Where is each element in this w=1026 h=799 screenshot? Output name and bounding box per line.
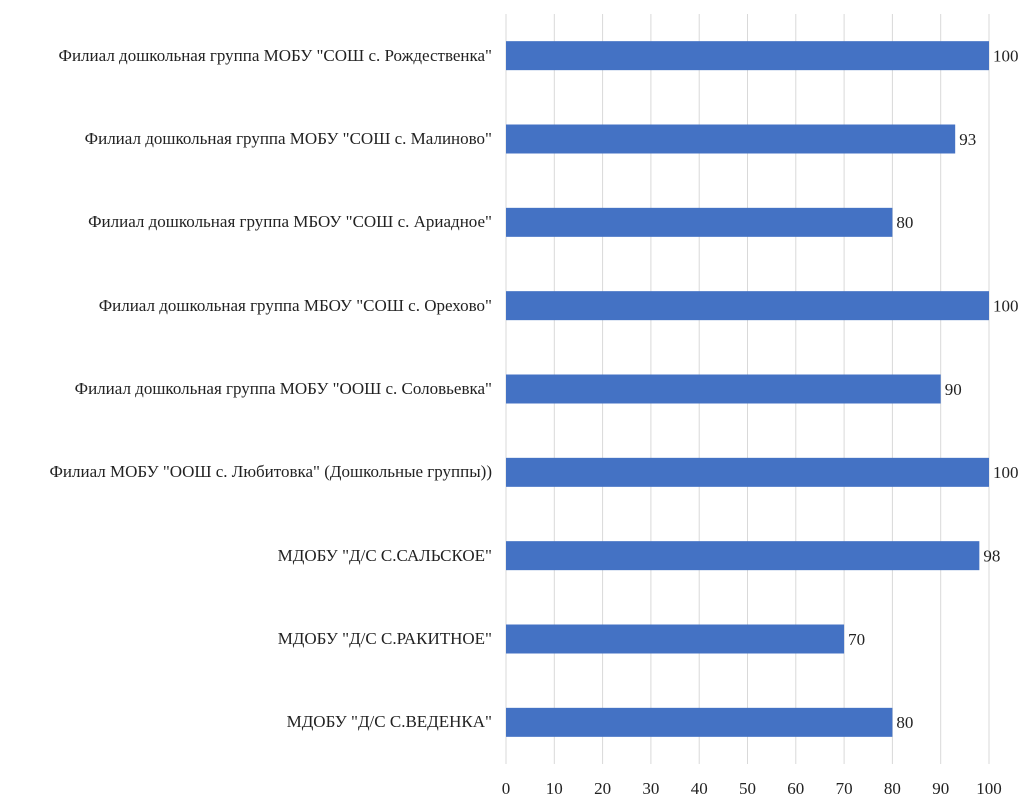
bar xyxy=(506,291,989,321)
bar xyxy=(506,707,893,737)
bar xyxy=(506,457,989,487)
y-tick-label: Филиал дошкольная группа МБОУ "СОШ с. Ар… xyxy=(88,212,492,232)
y-tick-label: Филиал дошкольная группа МОБУ "СОШ с. Ма… xyxy=(84,129,492,148)
x-tick-label: 90 xyxy=(932,779,949,798)
bar xyxy=(506,41,989,71)
x-tick-label: 80 xyxy=(884,779,901,798)
bar xyxy=(506,541,980,571)
category-label-box: Филиал МОБУ "ООШ с. Любитовка" (Дошкольн… xyxy=(0,461,492,483)
category-label-box: Филиал дошкольная группа МБОУ "СОШ с. Ор… xyxy=(0,295,492,317)
bar xyxy=(506,624,845,654)
x-tick-label: 10 xyxy=(546,779,563,798)
category-label-box: Филиал дошкольная группа МБОУ "СОШ с. Ар… xyxy=(0,211,492,233)
value-label: 100 xyxy=(993,463,1019,482)
bar xyxy=(506,374,941,404)
value-label: 100 xyxy=(993,297,1019,316)
y-tick-label: Филиал дошкольная группа МОБУ "СОШ с. Ро… xyxy=(58,45,492,65)
bar xyxy=(506,207,893,237)
x-tick-label: 60 xyxy=(787,779,804,798)
y-tick-label: Филиал дошкольная группа МБОУ "СОШ с. Ор… xyxy=(98,295,492,315)
value-label: 70 xyxy=(848,630,865,649)
y-tick-label: МДОБУ "Д/С С.САЛЬСКОЕ" xyxy=(277,545,492,565)
y-tick-label: Филиал дошкольная группа МОБУ "ООШ с. Со… xyxy=(74,379,492,398)
category-label-box: МДОБУ "Д/С С.ВЕДЕНКА" xyxy=(0,711,492,733)
category-label-box: Филиал дошкольная группа МОБУ "СОШ с. Ро… xyxy=(0,45,492,67)
y-tick-label: МДОБУ "Д/С С.РАКИТНОЕ" xyxy=(277,629,492,648)
x-tick-label: 70 xyxy=(836,779,853,798)
category-label-box: Филиал дошкольная группа МОБУ "СОШ с. Ма… xyxy=(0,128,492,150)
value-label: 80 xyxy=(896,713,913,732)
value-label: 93 xyxy=(959,130,976,149)
x-tick-label: 100 xyxy=(976,779,1002,798)
category-label-box: МДОБУ "Д/С С.САЛЬСКОЕ" xyxy=(0,545,492,567)
bar xyxy=(506,124,956,154)
x-tick-label: 50 xyxy=(739,779,756,798)
category-label-box: МДОБУ "Д/С С.РАКИТНОЕ" xyxy=(0,628,492,650)
value-label: 80 xyxy=(896,213,913,232)
x-tick-label: 20 xyxy=(594,779,611,798)
value-label: 100 xyxy=(993,47,1019,66)
x-tick-label: 30 xyxy=(642,779,659,798)
x-tick-label: 40 xyxy=(691,779,708,798)
value-label: 98 xyxy=(983,547,1000,566)
value-label: 90 xyxy=(945,380,962,399)
y-tick-label: Филиал МОБУ "ООШ с. Любитовка" (Дошкольн… xyxy=(49,462,492,482)
category-label-box: Филиал дошкольная группа МОБУ "ООШ с. Со… xyxy=(0,378,492,400)
x-tick-label: 0 xyxy=(502,779,511,798)
y-tick-label: МДОБУ "Д/С С.ВЕДЕНКА" xyxy=(286,712,492,732)
